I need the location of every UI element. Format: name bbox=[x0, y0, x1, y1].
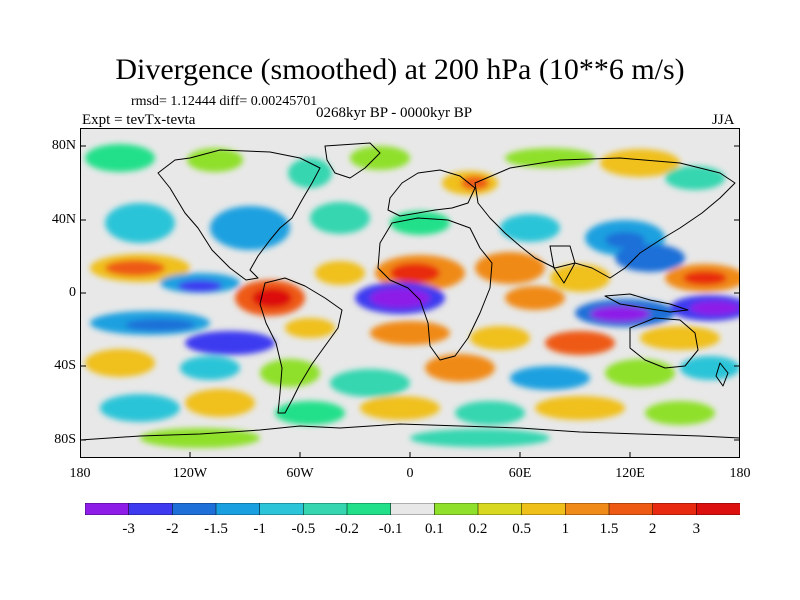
lat-label-80s: 80S bbox=[54, 432, 76, 447]
tick-marks bbox=[80, 145, 740, 458]
experiment-label: Expt = tevTx-tevta bbox=[82, 112, 196, 128]
colorbar-label: 1.5 bbox=[599, 521, 619, 537]
colorbar-label: -0.5 bbox=[291, 521, 316, 537]
africa-outline bbox=[377, 217, 493, 361]
divergence-map bbox=[80, 128, 740, 458]
colorbar-swatch bbox=[259, 503, 305, 515]
colorbar-label: 1 bbox=[561, 521, 570, 537]
coastlines bbox=[80, 142, 740, 441]
plot-title: Divergence (smoothed) at 200 hPa (10**6 … bbox=[115, 53, 685, 86]
colorbar-swatch bbox=[172, 503, 217, 515]
colorbar-label: -1 bbox=[253, 521, 266, 537]
colorbar-swatch bbox=[346, 503, 392, 515]
season-label: JJA bbox=[712, 112, 735, 128]
colorbar-label: 0.5 bbox=[512, 521, 532, 537]
period-label: 0268kyr BP - 0000kyr BP bbox=[316, 105, 473, 121]
lat-label-80n: 80N bbox=[51, 138, 76, 153]
north-america-outline bbox=[157, 149, 321, 281]
lon-label-180w: 180 bbox=[69, 466, 91, 481]
europe-outline bbox=[387, 169, 476, 217]
colorbar-swatch bbox=[390, 503, 436, 515]
lon-label-60w: 60W bbox=[286, 466, 314, 481]
divergence-field bbox=[85, 144, 740, 448]
lon-label-120w: 120W bbox=[172, 466, 208, 481]
australia-outline bbox=[629, 317, 699, 369]
india-outline bbox=[549, 245, 576, 284]
colorbar-label: -1.5 bbox=[204, 521, 228, 537]
lon-label-0: 0 bbox=[406, 466, 414, 481]
colorbar-swatch bbox=[652, 503, 698, 515]
colorbar-swatch bbox=[696, 503, 740, 515]
antarctica-outline bbox=[80, 423, 740, 441]
colorbar-swatch bbox=[303, 503, 348, 515]
colorbar-swatch bbox=[215, 503, 261, 515]
colorbar-label: 3 bbox=[692, 521, 701, 537]
indonesia-outline bbox=[604, 293, 689, 313]
stats-text: rmsd= 1.12444 diff= 0.00245701 bbox=[131, 94, 318, 109]
colorbar-swatch bbox=[477, 503, 523, 515]
colorbar-swatch bbox=[85, 503, 130, 515]
lon-label-120e: 120E bbox=[615, 466, 645, 481]
colorbar-swatch bbox=[128, 503, 174, 515]
colorbar-label: -0.2 bbox=[335, 521, 359, 537]
colorbar-label: -2 bbox=[166, 521, 179, 537]
lon-label-60e: 60E bbox=[508, 466, 532, 481]
colorbar-swatch bbox=[608, 503, 654, 515]
colorbar-label: 0.1 bbox=[424, 521, 444, 537]
colorbar-swatch bbox=[434, 503, 479, 515]
lat-label-0: 0 bbox=[69, 285, 76, 300]
lat-label-40n: 40N bbox=[51, 212, 76, 227]
lat-label-40s: 40S bbox=[54, 358, 76, 373]
asia-outline bbox=[474, 157, 736, 279]
colorbar-swatch bbox=[565, 503, 610, 515]
colorbar-label: -3 bbox=[122, 521, 135, 537]
south-america-outline bbox=[259, 277, 343, 414]
colorbar-label: 2 bbox=[648, 521, 657, 537]
colorbar-label: 0.2 bbox=[468, 521, 488, 537]
new-zealand-outline bbox=[715, 362, 729, 387]
colorbar bbox=[85, 503, 740, 515]
colorbar-label: -0.1 bbox=[378, 521, 403, 537]
lon-label-180e: 180 bbox=[729, 466, 751, 481]
colorbar-swatch bbox=[521, 503, 567, 515]
greenland-outline bbox=[324, 142, 381, 179]
